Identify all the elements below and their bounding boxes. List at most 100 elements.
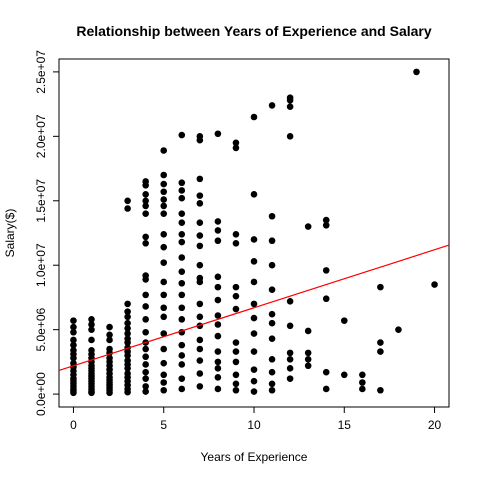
data-point [268,356,276,363]
data-point [88,316,95,323]
data-point [340,317,348,324]
data-point [142,233,149,241]
data-point [286,322,294,330]
data-point [106,331,113,339]
data-point [88,326,95,333]
x-tick-label: 0 [70,418,77,432]
data-point [232,339,240,346]
data-point [160,386,168,394]
data-point [214,218,222,225]
data-point [178,230,186,238]
data-point [178,187,186,194]
x-tick-label: 20 [428,418,442,432]
data-point [268,368,276,376]
data-point [196,232,204,239]
data-point [142,328,149,336]
data-point [268,335,276,342]
y-tick-label: 5.0e+06 [34,307,48,351]
data-point [413,68,420,76]
data-point [196,133,204,140]
data-point [178,131,186,139]
data-point [124,325,131,332]
data-point [196,200,204,207]
data-point [142,178,149,185]
data-point [268,310,276,318]
data-point [70,317,77,324]
data-point [359,385,366,393]
data-point [178,219,186,226]
y-tick-label: 2.0e+07 [34,114,48,158]
data-point [304,356,312,363]
data-point [214,374,222,381]
x-tick-label: 15 [338,418,352,432]
data-point [268,286,276,294]
data-point [178,385,186,393]
data-point [268,212,276,220]
data-point [304,362,312,370]
data-point [178,361,186,368]
data-point [286,356,294,363]
data-point [232,371,240,379]
data-point [178,341,186,349]
data-point [142,197,149,205]
x-tick-label: 5 [160,418,167,432]
y-tick-label: 1.5e+07 [34,179,48,223]
data-point [142,202,149,210]
data-point [214,296,222,304]
x-tick-label: 10 [247,418,261,432]
data-point [304,349,312,357]
data-point [196,313,204,321]
data-point [160,196,168,203]
data-point [160,371,168,379]
data-point [160,291,168,299]
data-point [178,238,186,246]
data-point [178,179,186,187]
data-point [214,321,222,328]
data-point [160,243,168,251]
data-point [178,375,186,382]
data-point [70,323,77,331]
data-point [70,341,77,349]
data-point [142,345,149,353]
data-point [196,383,204,390]
data-point [232,380,240,388]
data-point [160,278,168,286]
data-point [268,386,276,394]
data-point [431,281,438,288]
data-point [124,197,131,205]
y-tick-label: 0.0e+00 [34,372,48,416]
data-point [142,303,149,310]
data-point [124,335,131,342]
data-point [160,202,168,210]
data-point [377,348,384,355]
data-point [160,188,168,196]
data-point [124,313,131,321]
data-point [196,242,204,250]
data-point [250,278,258,286]
data-point [377,339,384,346]
data-point [142,383,149,390]
data-point [106,323,113,331]
data-point [124,370,131,377]
data-point [214,283,222,291]
data-point [70,346,77,354]
data-point [377,283,384,291]
data-point [232,358,240,366]
data-point [178,279,186,287]
data-point [250,236,258,243]
data-point [286,94,294,101]
data-point [214,385,222,393]
data-point [322,368,330,376]
data-point [214,365,222,372]
data-point [196,261,204,269]
data-point [196,370,204,377]
data-point [286,365,294,372]
data-point [160,330,168,337]
data-point [250,191,258,198]
data-point [160,379,168,386]
data-point [160,259,168,266]
data-point [250,348,258,355]
data-point [304,223,312,230]
data-point [196,175,204,183]
